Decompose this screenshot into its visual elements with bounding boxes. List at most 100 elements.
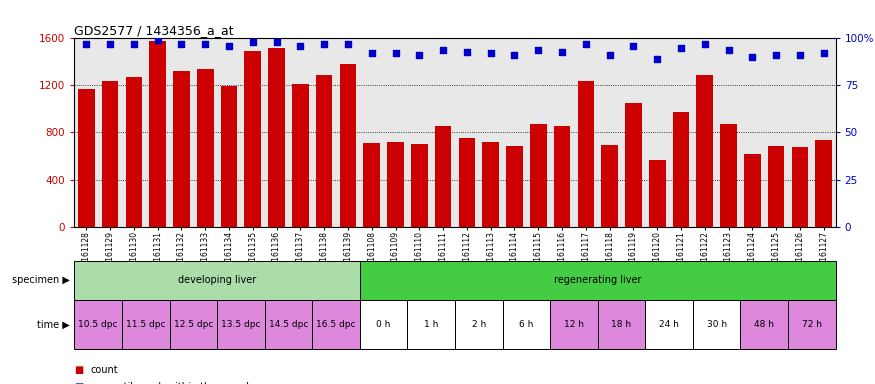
Text: 48 h: 48 h [754,320,774,329]
Bar [598,300,646,349]
Bar [360,261,836,300]
Point [531,46,545,53]
Bar [244,51,261,227]
Text: 30 h: 30 h [707,320,727,329]
Bar [720,124,737,227]
Point [341,41,355,47]
Point [793,52,807,58]
Bar [740,300,788,349]
Bar [578,81,594,227]
Text: 24 h: 24 h [659,320,679,329]
Bar [265,300,312,349]
Bar [388,142,404,227]
Text: 10.5 dpc: 10.5 dpc [79,320,118,329]
Bar [816,139,832,227]
Bar [792,147,808,227]
Point [388,50,402,56]
Bar [408,300,455,349]
Bar [768,146,785,227]
Bar [625,103,641,227]
Point [174,41,188,47]
Text: 72 h: 72 h [802,320,822,329]
Point [746,54,760,60]
Bar [502,300,550,349]
Text: ■: ■ [74,365,84,375]
Text: percentile rank within the sample: percentile rank within the sample [90,382,256,384]
Point [650,56,664,62]
Bar [150,41,166,227]
Text: 13.5 dpc: 13.5 dpc [221,320,261,329]
Text: developing liver: developing liver [178,275,256,285]
Bar [74,261,360,300]
Point [769,52,783,58]
Point [80,41,94,47]
Bar [125,77,142,227]
Bar [788,300,836,349]
Point [317,41,331,47]
Text: 2 h: 2 h [472,320,486,329]
Bar [197,69,214,227]
Bar [435,126,452,227]
Bar [550,300,598,349]
Bar [78,89,94,227]
Bar [360,300,408,349]
Text: regenerating liver: regenerating liver [554,275,641,285]
Text: specimen ▶: specimen ▶ [12,275,70,285]
Text: 0 h: 0 h [376,320,391,329]
Text: 11.5 dpc: 11.5 dpc [126,320,165,329]
Bar [696,75,713,227]
Bar [673,112,690,227]
Bar [312,300,360,349]
Point [222,43,236,49]
Point [507,52,522,58]
Point [293,43,307,49]
Point [816,50,830,56]
Bar [649,159,666,227]
Point [270,39,284,45]
Bar [554,126,570,227]
Point [579,41,593,47]
Text: 12 h: 12 h [564,320,584,329]
Bar [530,124,547,227]
Bar [458,138,475,227]
Text: time ▶: time ▶ [38,319,70,329]
Text: 14.5 dpc: 14.5 dpc [269,320,308,329]
Bar [122,300,170,349]
Bar [482,142,499,227]
Bar [744,154,760,227]
Point [150,37,164,43]
Bar [506,146,522,227]
Bar [292,84,309,227]
Bar [170,300,217,349]
Point [246,39,260,45]
Point [127,41,141,47]
Bar [269,48,285,227]
Bar [455,300,502,349]
Text: 6 h: 6 h [519,320,534,329]
Bar [693,300,740,349]
Bar [646,300,693,349]
Bar [340,64,356,227]
Bar [220,86,237,227]
Point [484,50,498,56]
Text: ■: ■ [74,382,84,384]
Bar [363,143,380,227]
Point [603,52,617,58]
Text: 16.5 dpc: 16.5 dpc [316,320,356,329]
Point [460,48,474,55]
Point [436,46,450,53]
Bar [316,75,332,227]
Point [555,48,569,55]
Text: count: count [90,365,118,375]
Point [722,46,736,53]
Point [626,43,640,49]
Bar [173,71,190,227]
Point [697,41,711,47]
Point [412,52,426,58]
Point [674,45,688,51]
Bar [102,81,118,227]
Bar [601,146,618,227]
Text: 12.5 dpc: 12.5 dpc [173,320,213,329]
Text: 18 h: 18 h [612,320,632,329]
Point [103,41,117,47]
